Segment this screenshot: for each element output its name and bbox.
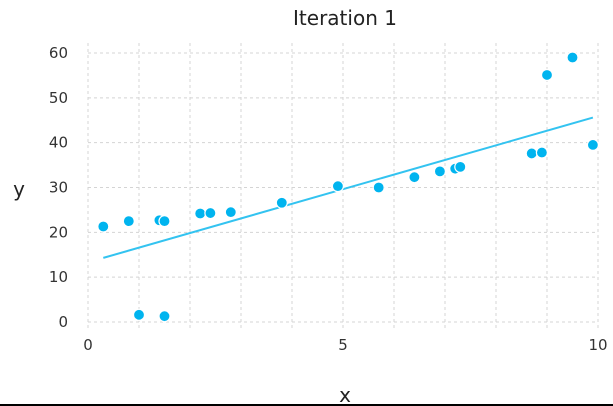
x-tick-label: 5: [338, 336, 348, 354]
y-tick-label: 0: [58, 313, 68, 331]
data-point: [586, 138, 600, 152]
data-point: [525, 147, 538, 160]
chart-title: Iteration 1: [293, 6, 397, 30]
y-tick-label: 10: [49, 268, 68, 286]
data-point: [331, 180, 344, 193]
data-point: [158, 215, 171, 228]
data-point: [372, 181, 385, 194]
fit-line-layer: [103, 116, 594, 259]
y-axis-label: y: [13, 177, 25, 201]
data-point: [540, 68, 554, 82]
y-tick-label: 30: [49, 179, 68, 197]
data-point: [132, 308, 146, 321]
data-point: [204, 206, 217, 220]
y-tick-label: 20: [49, 223, 68, 241]
y-tick-label: 40: [49, 134, 68, 152]
data-point: [408, 171, 421, 184]
y-tick-label: 50: [49, 89, 68, 107]
data-point: [224, 206, 237, 219]
tick-labels: 0 10 20 30 40 50 60 0 5 10: [49, 44, 608, 354]
bottom-divider: [0, 404, 613, 406]
data-points: [97, 51, 600, 323]
data-point: [535, 146, 549, 159]
data-point: [566, 51, 579, 64]
data-point: [122, 215, 135, 228]
x-tick-label: 10: [588, 336, 607, 354]
fit-line: [103, 116, 594, 259]
data-point: [194, 207, 207, 220]
data-point: [275, 196, 288, 209]
data-point: [454, 160, 467, 173]
y-tick-label: 60: [49, 44, 68, 62]
data-point: [97, 220, 110, 233]
data-point: [158, 310, 171, 323]
data-point: [433, 165, 446, 178]
x-tick-label: 0: [83, 336, 93, 354]
x-axis-label: x: [339, 383, 351, 406]
